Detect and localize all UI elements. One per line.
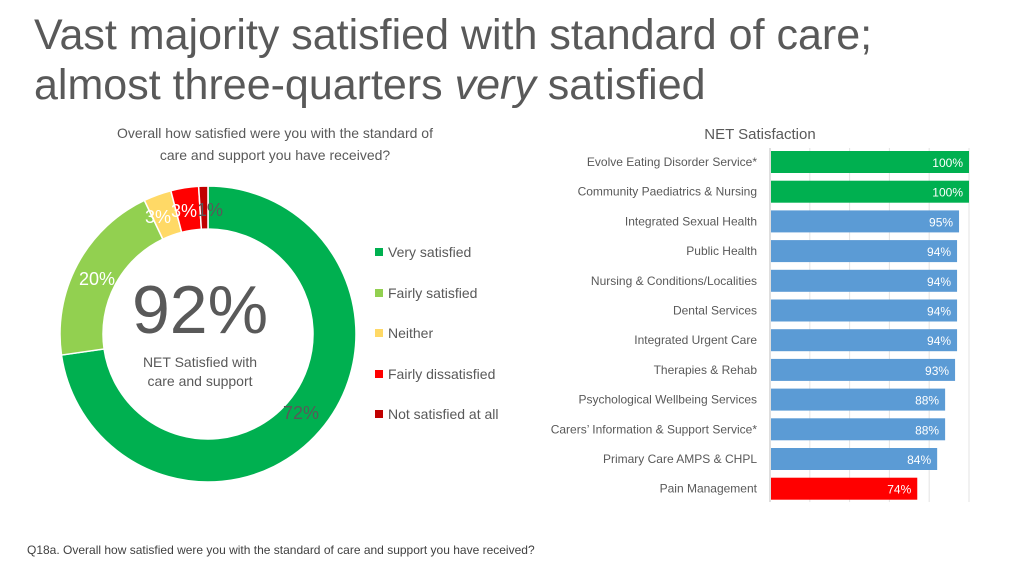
- bar-category-label: Nursing & Conditions/Localities: [591, 274, 757, 288]
- legend-swatch: [375, 410, 383, 419]
- bar-category-label: Carers’ Information & Support Service*: [551, 422, 758, 436]
- donut-chart-title-line-2: care and support you have received?: [159, 147, 391, 163]
- bar-chart-title: NET Satisfaction: [704, 126, 816, 143]
- bar: [771, 358, 956, 381]
- legend-swatch: [375, 329, 383, 338]
- title-line-2-prefix: almost three-quarters: [34, 61, 455, 109]
- footnote: Q18a. Overall how satisfied were you wit…: [27, 543, 535, 557]
- legend-item-not-satisfied-at-all: Not satisfied at all: [375, 405, 499, 423]
- legend-label: Very satisfied: [388, 244, 472, 260]
- bar: [771, 299, 958, 322]
- bar: [771, 418, 946, 441]
- title-line-2-emphasis: very: [454, 61, 536, 109]
- bar: [771, 448, 938, 470]
- page-title: Vast majority satisfied with standard of…: [34, 10, 994, 110]
- donut-slice-label: 3%: [145, 207, 171, 227]
- legend-swatch: [375, 289, 383, 298]
- bar: [771, 477, 918, 500]
- bar-category-label: Psychological Wellbeing Services: [578, 393, 757, 407]
- donut-center-label-line-1: NET Satisfied with: [142, 354, 258, 370]
- bar-value-label: 84%: [907, 453, 931, 467]
- donut-slice-not-satisfied-at-all: [197, 185, 209, 231]
- donut-center-value: 92%: [131, 272, 269, 348]
- donut-slice-label: 72%: [283, 403, 319, 423]
- title-line-2-suffix: satisfied: [535, 61, 706, 109]
- donut-chart-title: Overall how satisfied were you with the …: [70, 122, 480, 166]
- bar-category-label: Pain Management: [660, 482, 758, 496]
- bar-value-label: 94%: [927, 275, 951, 289]
- donut-center-label-line-2: care and support: [147, 373, 253, 389]
- bar-category-label: Dental Services: [673, 304, 757, 318]
- donut-chart-title-line-1: Overall how satisfied were you with the …: [117, 125, 433, 141]
- bar: [771, 388, 946, 411]
- bar-value-label: 100%: [932, 186, 963, 200]
- title-line-2: almost three-quarters very satisfied: [34, 60, 994, 110]
- bar-category-label: Public Health: [686, 244, 757, 258]
- bar: [771, 151, 969, 173]
- bar-value-label: 88%: [915, 394, 939, 408]
- legend-item-fairly-satisfied: Fairly satisfied: [375, 284, 477, 302]
- bar-value-label: 94%: [927, 305, 951, 319]
- bar-category-label: Integrated Urgent Care: [634, 333, 757, 347]
- legend-label: Neither: [388, 325, 434, 341]
- legend-item-fairly-dissatisfied: Fairly dissatisfied: [375, 365, 495, 383]
- bar-value-label: 74%: [887, 483, 911, 497]
- bar-category-label: Community Paediatrics & Nursing: [578, 185, 757, 199]
- bar: [771, 269, 958, 292]
- title-line-1: Vast majority satisfied with standard of…: [34, 11, 873, 59]
- donut-slice-very-satisfied: [60, 185, 357, 483]
- legend-item-very-satisfied: Very satisfied: [375, 243, 471, 261]
- bar-value-label: 100%: [932, 156, 963, 170]
- donut-slice-label: 20%: [79, 269, 115, 289]
- bar: [771, 329, 958, 352]
- legend-label: Fairly satisfied: [388, 285, 478, 301]
- bar-category-label: Evolve Eating Disorder Service*: [587, 155, 757, 169]
- donut-slice-label: 3%: [171, 201, 197, 221]
- donut-center-label: NET Satisfied with care and support: [100, 353, 300, 391]
- bar: [771, 180, 969, 203]
- bar-value-label: 95%: [929, 215, 953, 229]
- bar-value-label: 93%: [925, 364, 949, 378]
- bar: [771, 240, 958, 263]
- legend-label: Not satisfied at all: [388, 406, 499, 422]
- bar-value-label: 94%: [927, 245, 951, 259]
- bar-value-label: 94%: [927, 334, 951, 348]
- donut-chart: 72%20%3% 3% 1%: [59, 185, 357, 483]
- bar-value-label: 88%: [915, 423, 939, 437]
- bar-category-label: Therapies & Rehab: [654, 363, 758, 377]
- legend-swatch: [375, 370, 383, 379]
- bar: [771, 210, 960, 233]
- bar-category-label: Primary Care AMPS & CHPL: [603, 452, 757, 466]
- legend-item-neither: Neither: [375, 324, 433, 342]
- legend-label: Fairly dissatisfied: [388, 366, 496, 382]
- bar-category-label: Integrated Sexual Health: [625, 214, 757, 228]
- donut-slice-label: 1%: [197, 200, 223, 220]
- legend-swatch: [375, 248, 383, 257]
